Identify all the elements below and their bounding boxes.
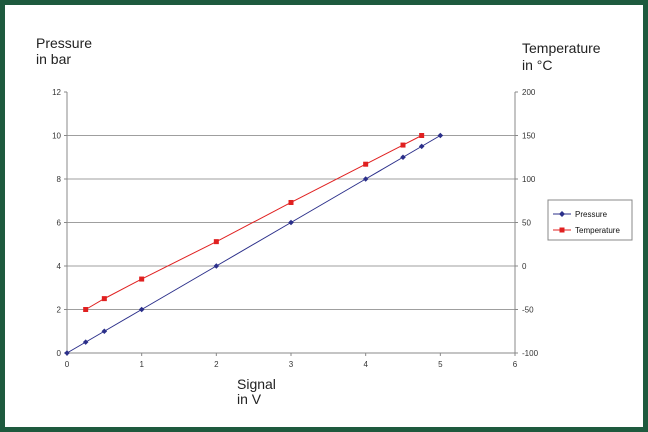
x-label-line2: in V — [237, 391, 262, 407]
point-pressure — [101, 328, 108, 335]
y-left-label-line1: Pressure — [36, 35, 92, 51]
y-left-label-line2: in bar — [36, 51, 71, 67]
x-tick-label: 5 — [438, 360, 443, 369]
legend-box — [547, 199, 633, 241]
point-temperature — [101, 296, 107, 302]
point-pressure — [138, 306, 145, 313]
y-right-label-line2: in °C — [522, 57, 553, 73]
y-left-tick-label: 12 — [52, 88, 61, 97]
point-temperature — [419, 133, 425, 138]
point-temperature — [400, 142, 406, 148]
point-temperature — [288, 199, 294, 205]
y-right-tick-label: 50 — [522, 219, 531, 228]
y-left-tick-label: 4 — [57, 262, 62, 271]
point-temperature — [213, 239, 219, 245]
point-temperature — [363, 161, 369, 167]
x-tick-label: 6 — [513, 360, 518, 369]
point-pressure — [288, 219, 294, 226]
y-right-tick-label: 150 — [522, 132, 536, 141]
y-right-tick-label: 100 — [522, 175, 536, 184]
point-temperature — [139, 276, 145, 282]
point-pressure — [213, 263, 220, 269]
x-tick-label: 4 — [363, 360, 368, 369]
y-right-label-line1: Temperature — [522, 40, 601, 56]
y-right-tick-label: -100 — [522, 349, 539, 358]
x-tick-label: 3 — [289, 360, 294, 369]
x-label-line1: Signal — [237, 376, 276, 392]
legend-temperature-label: Temperature — [575, 226, 620, 235]
y-left-tick-label: 0 — [57, 349, 62, 358]
point-pressure — [418, 143, 425, 150]
y-right-tick-label: 0 — [522, 262, 527, 271]
y-left-tick-label: 2 — [57, 306, 62, 315]
point-pressure — [400, 154, 406, 161]
x-tick-label: 0 — [65, 360, 70, 369]
legend-pressure-marker-icon — [559, 211, 565, 217]
x-tick-label: 1 — [139, 360, 144, 369]
y-left-tick-label: 10 — [52, 132, 61, 141]
plot-series — [64, 132, 444, 356]
series-line-pressure — [66, 135, 441, 354]
point-pressure — [362, 176, 369, 182]
point-pressure — [82, 339, 89, 345]
legend-pressure-label: Pressure — [575, 210, 608, 219]
y-left-tick-label: 8 — [57, 175, 62, 184]
legend: Pressure Temperature — [547, 199, 633, 241]
point-pressure — [64, 350, 70, 356]
series-line-temperature — [85, 135, 422, 310]
point-pressure — [437, 132, 444, 139]
legend-temperature-marker-icon — [559, 227, 565, 233]
x-tick-label: 2 — [214, 360, 219, 369]
y-left-tick-label: 6 — [57, 219, 62, 228]
point-temperature — [83, 307, 89, 312]
y-right-tick-label: -50 — [522, 306, 534, 315]
y-right-tick-label: 200 — [522, 88, 536, 97]
